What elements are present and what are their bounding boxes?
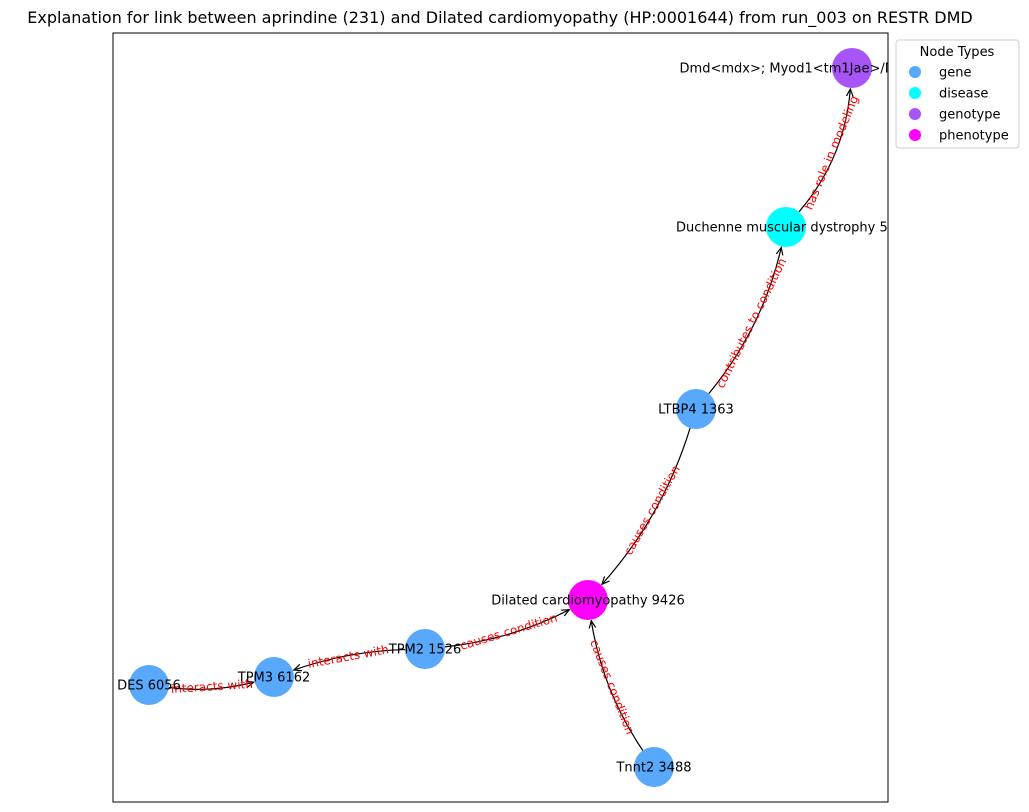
node-label-des: DES 6056 <box>117 679 181 694</box>
node-label-ltbp4: LTBP4 1363 <box>658 403 734 418</box>
legend-marker-disease <box>909 87 921 99</box>
edge-ltbp4-duchenne <box>708 247 782 394</box>
node-tpm2[interactable] <box>405 629 445 669</box>
edge-label: interacts with <box>307 642 390 671</box>
legend-box <box>895 39 1020 149</box>
edge-label: has role in modeling <box>802 94 862 212</box>
edge-duchenne-dmd <box>798 89 850 213</box>
node-label-duchenne: Duchenne muscular dystrophy 52 <box>676 221 896 236</box>
plot-frame <box>112 32 889 803</box>
edge-ltbp4-dcm <box>602 427 691 584</box>
node-ltbp4[interactable] <box>676 389 716 429</box>
legend: Node Types gene disease genotype phenotype <box>895 39 1020 149</box>
node-duchenne[interactable] <box>766 207 806 247</box>
legend-label-disease: disease <box>939 87 988 102</box>
edge-label: causes condition <box>458 610 559 652</box>
node-dmd[interactable] <box>832 48 872 88</box>
node-label-tpm3: TPM3 6162 <box>237 671 310 686</box>
node-label-tnnt2: Tnnt2 3488 <box>615 761 691 776</box>
legend-label-gene: gene <box>939 66 972 81</box>
legend-title: Node Types <box>920 45 995 60</box>
legend-marker-genotype <box>909 108 921 120</box>
node-des[interactable] <box>129 665 169 705</box>
edges-layer <box>168 89 851 751</box>
node-dcm[interactable] <box>568 580 608 620</box>
node-label-dmd: Dmd<mdx>; Myod1<tm1Jae>/Myod1<tm1Jae> [i… <box>680 62 1025 77</box>
figure-title: Explanation for link between aprindine (… <box>27 8 972 28</box>
nodes-layer <box>129 48 872 787</box>
edge-tpm2-tpm3 <box>294 648 406 670</box>
node-tpm3[interactable] <box>254 657 294 697</box>
legend-marker-gene <box>909 66 921 78</box>
legend-marker-phenotype <box>909 129 921 141</box>
edge-des-tpm3 <box>168 682 254 690</box>
legend-label-genotype: genotype <box>939 108 1000 123</box>
edge-label: causes condition <box>621 463 683 558</box>
edge-label: interacts with <box>170 677 253 696</box>
node-labels-layer: Dmd<mdx>; Myod1<tm1Jae>/Myod1<tm1Jae> [i… <box>117 62 1025 776</box>
edge-tnnt2-dcm <box>591 621 644 751</box>
node-label-tpm2: TPM2 1526 <box>388 643 461 658</box>
edge-label: causes condition <box>587 638 637 737</box>
edge-label: contributes to condition <box>713 256 789 391</box>
legend-label-phenotype: phenotype <box>939 129 1009 144</box>
node-tnnt2[interactable] <box>634 747 674 787</box>
edge-tpm2-dcm <box>444 610 569 648</box>
node-label-dcm: Dilated cardiomyopathy 9426 <box>491 594 685 609</box>
